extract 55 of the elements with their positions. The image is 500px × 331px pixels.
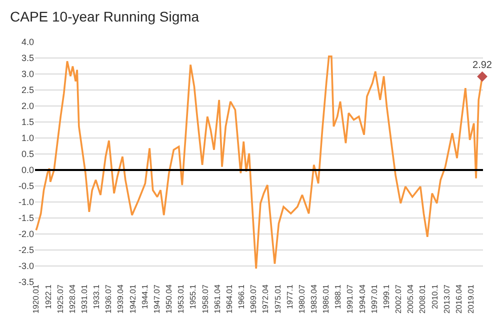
- x-tick-label: 1947.07: [152, 284, 162, 314]
- y-tick-label: 2.0: [21, 101, 34, 112]
- x-tick-label: 1922.1: [44, 284, 53, 310]
- x-tick-label: 2010.1: [430, 284, 440, 310]
- x-tick-label: 2016.04: [454, 284, 464, 314]
- y-tick-label: 0.0: [21, 165, 34, 176]
- x-tick-label: 1994.04: [358, 284, 367, 314]
- y-tick-label: -3.0: [18, 261, 34, 272]
- x-tick-label: 1942.01: [128, 284, 138, 314]
- chart-title: CAPE 10-year Running Sigma: [10, 8, 200, 24]
- x-tick-label: 1955.1: [188, 284, 198, 310]
- x-tick-label: 1961.04: [212, 284, 222, 314]
- x-tick-label: 1931.01: [80, 284, 90, 314]
- x-tick-label: 2005.04: [406, 284, 416, 314]
- x-tick-label: 1986.01: [322, 284, 331, 314]
- y-tick-label: -2.5: [18, 245, 34, 256]
- x-tick-label: 1925.07: [56, 284, 65, 314]
- x-tick-label: 2008.01: [418, 284, 428, 314]
- x-tick-label: 1939.04: [116, 284, 126, 314]
- x-tick-label: 1933.1: [92, 284, 102, 310]
- x-tick-label: 1920.01: [32, 284, 41, 314]
- x-tick-label: 1983.04: [309, 284, 318, 314]
- x-tick-label: 1969.07: [249, 284, 258, 314]
- y-tick-label: 2.5: [21, 85, 34, 96]
- data-label: 2.92: [472, 60, 492, 72]
- x-tick-label: 1991.07: [346, 284, 355, 314]
- y-tick-label: -3.5: [18, 277, 34, 288]
- x-tick-label: 1988.1: [334, 284, 343, 310]
- x-tick-label: 1972.04: [261, 284, 270, 314]
- x-tick-label: 1999.1: [382, 284, 391, 310]
- x-tick-label: 2019.01: [466, 284, 476, 314]
- x-tick-label: 1997.01: [370, 284, 379, 314]
- x-tick-label: 2002.07: [394, 284, 404, 314]
- x-tick-label: 2013.07: [442, 284, 452, 314]
- x-tick-label: 1966.1: [237, 284, 246, 310]
- y-tick-label: 3.0: [21, 69, 34, 80]
- x-tick-label: 1950.04: [164, 284, 174, 314]
- x-tick-label: 1928.04: [68, 284, 77, 314]
- y-tick-label: -0.5: [18, 181, 34, 192]
- y-tick-label: 3.5: [21, 53, 34, 64]
- x-tick-label: 1980.07: [297, 284, 306, 314]
- y-tick-label: 4.0: [21, 37, 34, 48]
- y-tick-label: 0.5: [21, 149, 34, 160]
- x-tick-label: 1975.01: [273, 284, 282, 314]
- y-tick-label: -1.0: [18, 197, 34, 208]
- x-tick-label: 1936.07: [104, 284, 114, 314]
- x-tick-label: 1964.01: [224, 284, 234, 314]
- x-tick-label: 1958.07: [200, 284, 210, 314]
- x-tick-label: 1977.1: [285, 284, 294, 310]
- y-tick-label: 1.0: [21, 133, 34, 144]
- x-tick-label: 1944.1: [140, 284, 150, 310]
- x-tick-label: 1953.01: [176, 284, 186, 314]
- y-tick-label: -1.5: [18, 213, 34, 224]
- y-tick-label: -2.0: [18, 229, 34, 240]
- y-tick-label: 1.5: [21, 117, 34, 128]
